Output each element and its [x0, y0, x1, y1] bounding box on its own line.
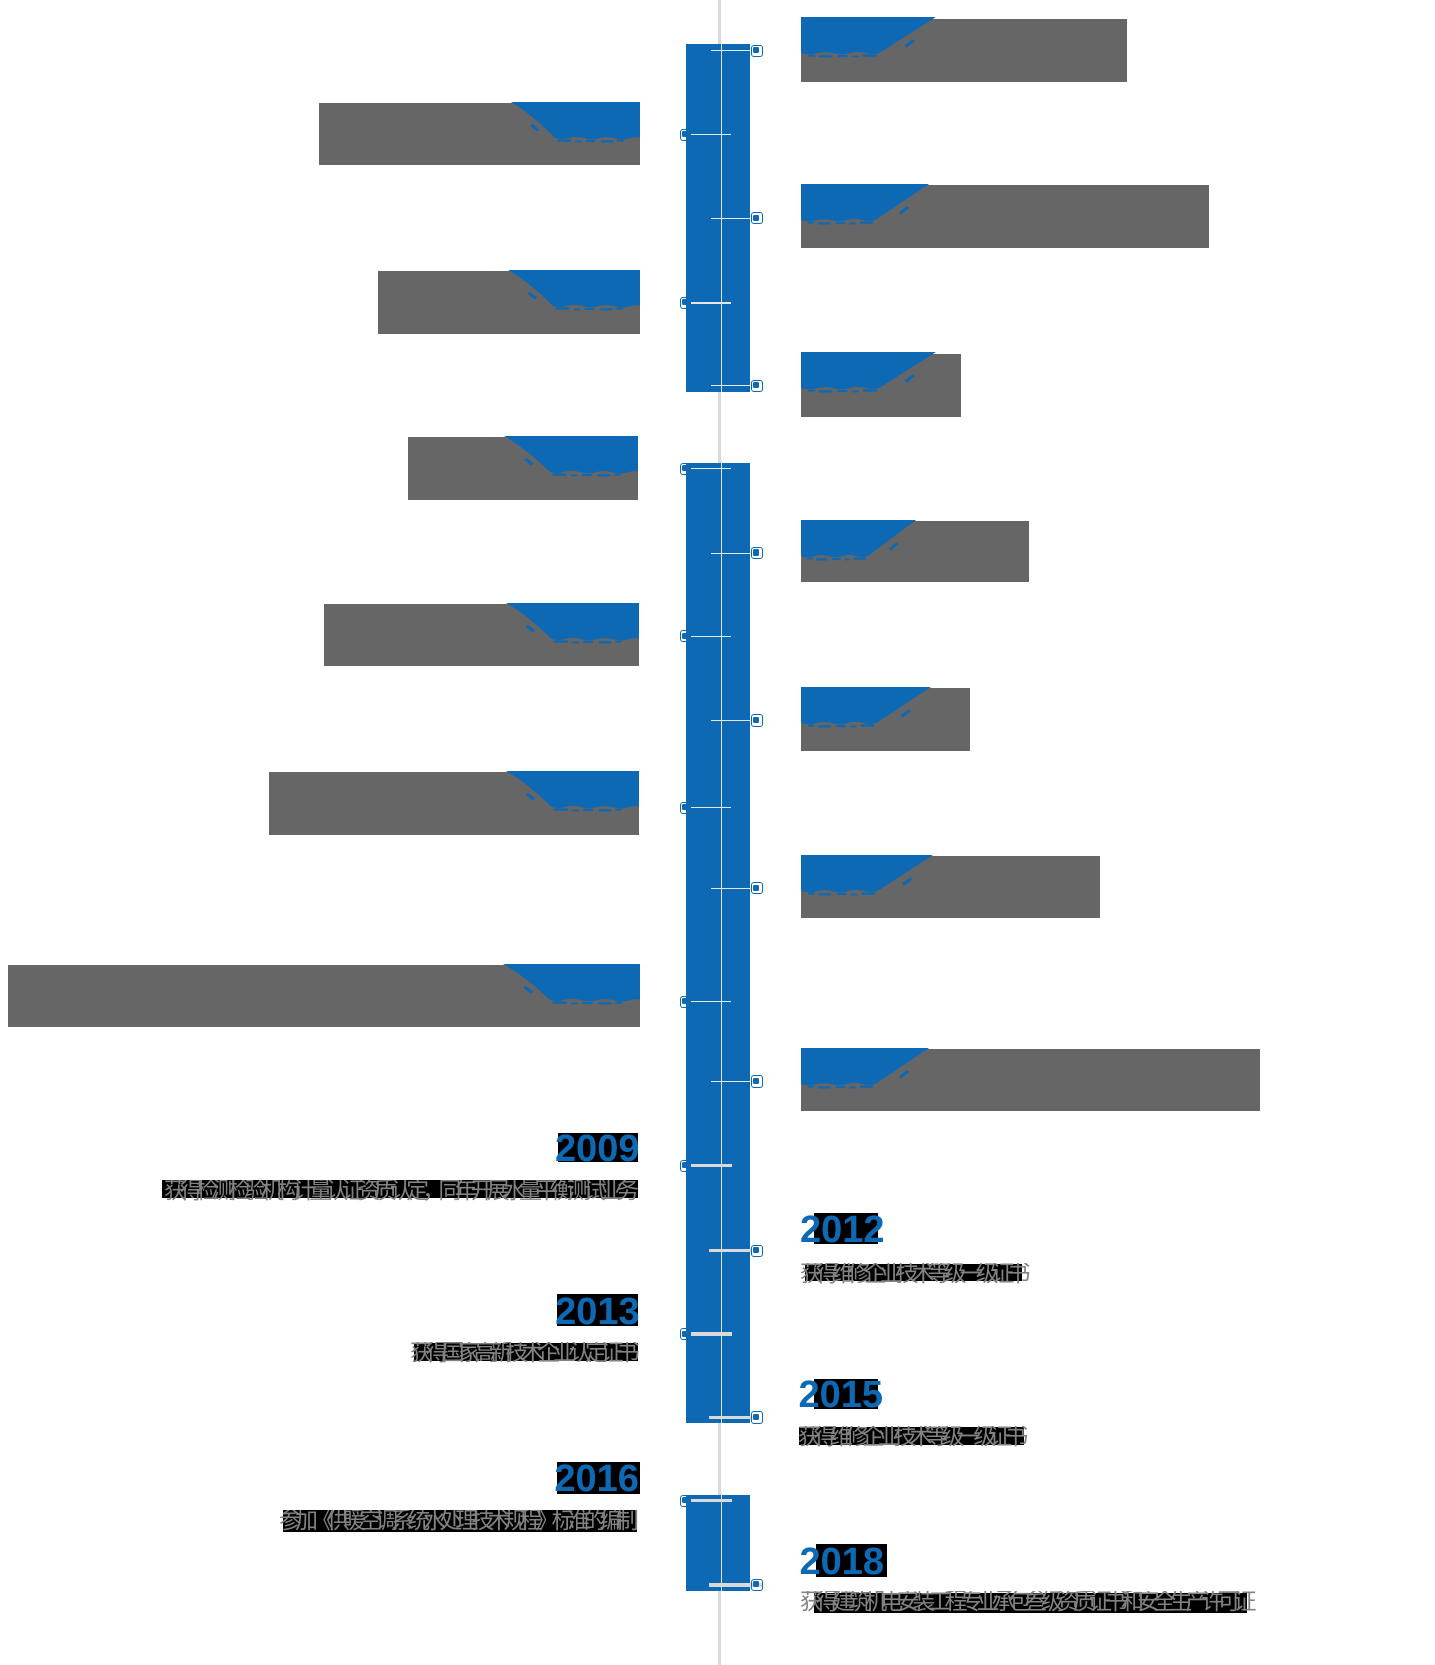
- svg-text:获得维修企业技术等级一级证书: 获得维修企业技术等级一级证书: [798, 1426, 1028, 1449]
- svg-text:获得维修企业技术等级一级证书: 获得维修企业技术等级一级证书: [800, 1263, 1031, 1286]
- svg-text:参加《供暖空调系统水处理技术规程》标准的编制: 参加《供暖空调系统水处理技术规程》标准的编制: [279, 1510, 639, 1533]
- svg-text:获得建筑机电安装工程专业承包叁级资质证书和安全生产许可证: 获得建筑机电安装工程专业承包叁级资质证书和安全生产许可证: [800, 1591, 1257, 1614]
- svg-text:获得国家高新技术企业认定证书: 获得国家高新技术企业认定证书: [410, 1342, 640, 1365]
- svg-text:获得检测检验机构计量认证资质认定，同年开展水量平衡测试业务: 获得检测检验机构计量认证资质认定，同年开展水量平衡测试业务: [164, 1180, 639, 1203]
